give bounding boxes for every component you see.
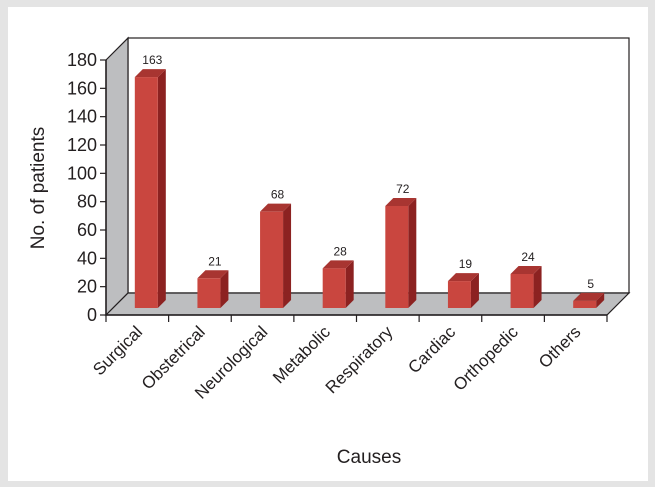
bar-cardiac (447, 273, 479, 308)
bar-front (260, 211, 284, 308)
floor (104, 292, 631, 316)
category-label-orthopedic: Orthopedic (450, 322, 523, 395)
bar-side (157, 69, 166, 308)
bar-top (322, 260, 354, 269)
data-label-others: 5 (587, 277, 594, 291)
bar-top (134, 69, 166, 78)
bar-side (408, 198, 417, 308)
bar-top (385, 198, 417, 206)
bar-side (345, 260, 354, 308)
bar-front (385, 206, 409, 308)
data-label-orthopedic: 24 (521, 250, 535, 264)
bar-side (470, 273, 479, 308)
bar-metabolic (322, 260, 354, 308)
y-tick-label: 160 (67, 78, 97, 98)
bar-orthopedic (510, 266, 542, 308)
category-labels: SurgicalObstetricalNeurologicalMetabolic… (89, 322, 584, 403)
category-label-respiratory: Respiratory (322, 322, 397, 397)
bar-obstetrical (197, 270, 229, 308)
bar-top (510, 266, 542, 274)
category-label-cardiac: Cardiac (404, 322, 459, 377)
bar-front (447, 281, 471, 308)
x-axis-title: Causes (337, 447, 401, 468)
y-tick-label: 140 (67, 107, 97, 127)
category-label-metabolic: Metabolic (269, 322, 334, 387)
category-label-others: Others (535, 322, 585, 372)
y-tick-label: 180 (67, 50, 97, 70)
bar-top (260, 203, 292, 212)
bar-front (197, 278, 221, 308)
data-label-metabolic: 28 (334, 244, 348, 258)
data-label-surgical: 163 (142, 53, 162, 67)
bar-side (283, 203, 292, 308)
bars (134, 69, 605, 308)
bar-side (533, 266, 542, 308)
bar-neurological (260, 203, 292, 308)
y-tick-label: 60 (77, 220, 97, 240)
data-labels: 163 21 68 28 72 19 24 5 (142, 53, 594, 291)
bar-top (447, 273, 479, 282)
data-label-neurological: 68 (271, 188, 285, 202)
bar-front (322, 268, 346, 308)
bar-respiratory (385, 198, 417, 308)
bar-front (134, 77, 158, 308)
data-label-obstetrical: 21 (208, 254, 222, 268)
y-tick-label: 20 (77, 277, 97, 297)
y-tick-label: 120 (67, 135, 97, 155)
data-label-cardiac: 19 (459, 257, 473, 271)
y-tick-label: 80 (77, 192, 97, 212)
y-tick-label: 100 (67, 163, 97, 183)
bar-side (220, 270, 229, 308)
bar-surgical (134, 69, 166, 308)
bar-front (510, 274, 534, 308)
back-wall (127, 37, 630, 294)
bar-others (573, 292, 605, 308)
bar-top (573, 292, 605, 301)
y-axis-title: No. of patients (28, 127, 49, 250)
y-tick-label: 40 (77, 248, 97, 268)
chart-walls (104, 36, 631, 317)
side-wall (105, 36, 129, 317)
bar-side (596, 292, 605, 308)
bar-top (197, 270, 229, 279)
y-axis-ticks: 0 20 40 60 80 100 120 140 160 180 (67, 50, 106, 325)
y-tick-label: 0 (87, 305, 97, 325)
category-label-surgical: Surgical (89, 322, 146, 379)
data-label-respiratory: 72 (396, 182, 410, 196)
x-axis-ticks (105, 315, 608, 322)
bar-front (573, 300, 597, 308)
